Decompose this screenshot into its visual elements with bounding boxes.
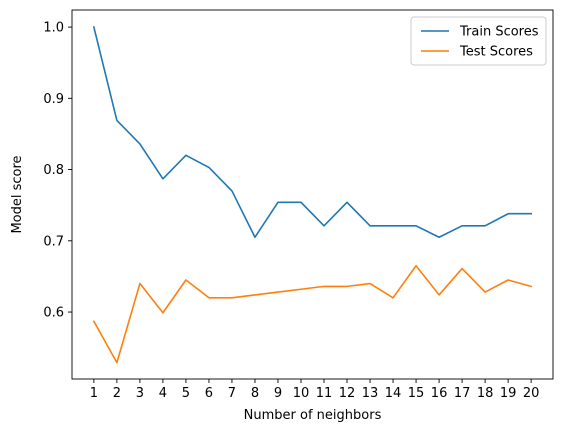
- x-tick-label: 16: [431, 386, 448, 401]
- x-tick-label: 10: [293, 386, 310, 401]
- legend-label-2: Test Scores: [459, 45, 533, 60]
- y-tick-label: 1.0: [43, 21, 64, 36]
- series-line-1: [92, 26, 532, 239]
- x-tick-label: 14: [385, 386, 402, 401]
- x-tick-label: 11: [316, 386, 333, 401]
- series-line-2: [92, 264, 533, 364]
- x-tick-label: 1: [90, 386, 98, 401]
- legend-label-1: Train Scores: [459, 25, 539, 40]
- axes-ticks: 1 2 3 4 5 6 7 8 9 10 11 12 13 14 15 16 17 18 19 200.60.70.8…: [43, 9, 554, 401]
- x-tick-label: 17: [454, 386, 471, 401]
- y-tick-label: 0.9: [43, 92, 64, 107]
- x-tick-label: 4: [159, 386, 167, 401]
- x-tick-label: 12: [339, 386, 356, 401]
- axes-frame: [71, 9, 554, 380]
- x-tick-label: 19: [500, 386, 517, 401]
- y-tick-label: 0.8: [43, 163, 64, 178]
- x-tick-label: 15: [408, 386, 425, 401]
- x-tick-label: 13: [362, 386, 379, 401]
- x-tick-label: 9: [274, 386, 282, 401]
- plot-area: [92, 26, 533, 364]
- x-tick-label: 7: [228, 386, 236, 401]
- x-tick-label: 6: [205, 386, 213, 401]
- x-axis-label: Number of neighbors: [244, 408, 382, 423]
- x-tick-label: 5: [182, 386, 190, 401]
- x-tick-label: 20: [523, 386, 540, 401]
- x-tick-label: 3: [136, 386, 144, 401]
- legend-box: [410, 16, 547, 66]
- x-tick-label: 18: [477, 386, 494, 401]
- x-tick-label: 8: [251, 386, 259, 401]
- legend: Train Scores Test Scores: [410, 16, 547, 66]
- y-tick-label: 0.7: [43, 234, 64, 249]
- y-tick-label: 0.6: [43, 306, 64, 321]
- y-axis-label: Model score: [10, 155, 25, 233]
- x-tick-label: 2: [113, 386, 121, 401]
